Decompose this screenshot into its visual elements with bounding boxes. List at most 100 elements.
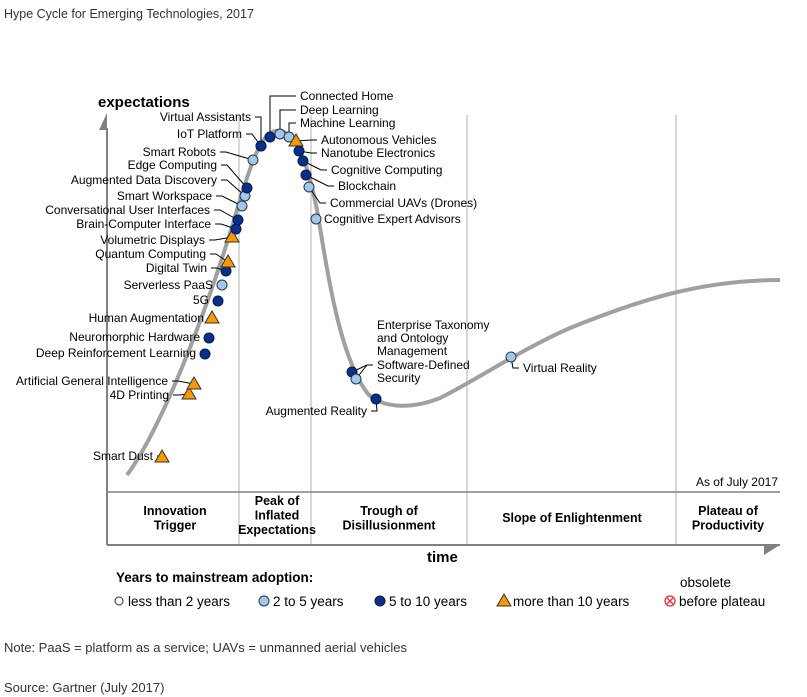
tech-marker-gt10-icon <box>224 229 240 243</box>
phase-label: Innovation <box>143 504 206 518</box>
legend-label: less than 2 years <box>128 594 230 609</box>
leader-line <box>209 236 233 241</box>
tech-marker-5to10-icon <box>255 140 267 152</box>
tech-label: Augmented Reality <box>266 404 367 418</box>
tech-marker-gt10-icon <box>186 376 202 390</box>
figure-title: Hype Cycle for Emerging Technologies, 20… <box>4 7 254 21</box>
leader-line <box>221 179 246 197</box>
tech-label: 5G <box>193 293 209 307</box>
tech-label: Neuromorphic Hardware <box>69 330 200 344</box>
phase-label: Plateau of <box>698 504 759 518</box>
legend-obsolete-icon <box>664 595 676 607</box>
phase-label: Peak of <box>255 494 300 508</box>
tech-marker-5to10-icon <box>230 223 242 235</box>
legend-item-lt2: less than 2 years <box>114 594 230 609</box>
phase-label: Inflated <box>255 509 299 523</box>
legend-lt2-icon <box>114 596 124 606</box>
tech-label: Security <box>377 371 420 385</box>
tech-label: Quantum Computing <box>95 247 206 261</box>
legend-5to10-icon <box>374 595 386 607</box>
tech-label: Digital Twin <box>146 261 207 275</box>
tech-marker-5to10-icon <box>232 214 244 226</box>
tech-marker-5to10-icon <box>212 295 224 307</box>
tech-label: Deep Reinforcement Learning <box>36 346 196 360</box>
phase-label: Slope of Enlightenment <box>502 511 642 525</box>
footnote: Note: PaaS = platform as a service; UAVs… <box>4 640 407 655</box>
legend-item-5to10: 5 to 10 years <box>374 594 467 609</box>
legend-title: Years to mainstream adoption: <box>116 570 313 585</box>
tech-label: Deep Learning <box>300 103 379 117</box>
tech-marker-gt10-icon <box>288 133 304 147</box>
leader-line <box>214 209 239 221</box>
tech-label: Artificial General Intelligence <box>16 374 168 388</box>
tech-label: Autonomous Vehicles <box>321 133 436 147</box>
tech-marker-gt10-icon <box>154 449 170 463</box>
tech-marker-2to5-icon <box>350 373 362 385</box>
leader-line <box>269 95 296 132</box>
as-of-label: As of July 2017 <box>696 475 778 489</box>
legend-2to5-icon <box>258 595 270 607</box>
leader-line <box>210 253 229 263</box>
leader-line <box>172 380 195 385</box>
tech-label: Blockchain <box>338 179 396 193</box>
tech-marker-gt10-icon <box>204 310 220 324</box>
phase-label: Trigger <box>154 519 197 533</box>
legend-item-gt10: more than 10 years <box>496 593 630 609</box>
tech-label: Smart Robots <box>143 145 216 159</box>
tech-marker-2to5-icon <box>274 128 286 140</box>
tech-label: Nanotube Electronics <box>321 146 435 160</box>
tech-label: Machine Learning <box>300 116 395 130</box>
tech-label: Management <box>377 344 448 358</box>
tech-marker-5to10-icon <box>297 155 309 167</box>
tech-label: Human Augmentation <box>89 311 204 325</box>
legend-label: 2 to 5 years <box>273 594 344 609</box>
leader-line <box>308 186 326 204</box>
phase-label: Trough of <box>360 504 418 518</box>
tech-marker-gt10-icon <box>181 386 197 400</box>
tech-marker-gt10-icon <box>220 254 236 268</box>
tech-label: Virtual Reality <box>523 361 597 375</box>
tech-label: and Ontology <box>377 331 448 345</box>
tech-label: Enterprise Taxonomy <box>377 318 490 332</box>
legend-item-2to5: 2 to 5 years <box>258 594 344 609</box>
tech-label: Smart Workspace <box>117 189 212 203</box>
tech-label: Conversational User Interfaces <box>45 203 210 217</box>
legend-label-top: obsolete <box>680 575 731 590</box>
tech-marker-5to10-icon <box>370 393 382 405</box>
tech-marker-2to5-icon <box>310 213 322 225</box>
tech-marker-5to10-icon <box>300 169 312 181</box>
tech-label: Brain-Computer Interface <box>76 217 211 231</box>
tech-label: IoT Platform <box>177 127 242 141</box>
leader-line <box>302 160 327 171</box>
tech-marker-5to10-icon <box>203 332 215 344</box>
tech-label: Serverless PaaS <box>124 278 213 292</box>
leader-line <box>221 164 248 189</box>
phase-label: Disillusionment <box>342 519 436 533</box>
tech-marker-2to5-icon <box>505 351 517 363</box>
tech-label: Cognitive Computing <box>331 163 442 177</box>
x-axis-arrow-icon <box>764 545 780 555</box>
legend-gt10-icon <box>496 593 512 607</box>
tech-marker-2to5-icon <box>247 154 259 166</box>
leader-line <box>355 364 373 380</box>
tech-label: Connected Home <box>300 89 394 103</box>
tech-label: 4D Printing <box>110 388 169 402</box>
leader-line <box>305 174 334 187</box>
tech-marker-2to5-icon <box>236 200 248 212</box>
tech-label: Software-Defined <box>377 358 470 372</box>
tech-marker-5to10-icon <box>264 131 276 143</box>
tech-label: Volumetric Displays <box>100 233 205 247</box>
tech-marker-2to5-icon <box>216 279 228 291</box>
phase-label: Productivity <box>692 519 764 533</box>
legend-label: more than 10 years <box>513 594 630 609</box>
leader-line <box>216 195 243 207</box>
leader-line <box>279 109 296 129</box>
legend-label: before plateau <box>679 594 765 609</box>
leader-line <box>220 151 254 161</box>
y-axis-arrow-icon <box>99 113 107 130</box>
tech-marker-5to10-icon <box>293 145 305 157</box>
leader-line <box>288 122 296 132</box>
tech-label: Edge Computing <box>128 158 217 172</box>
